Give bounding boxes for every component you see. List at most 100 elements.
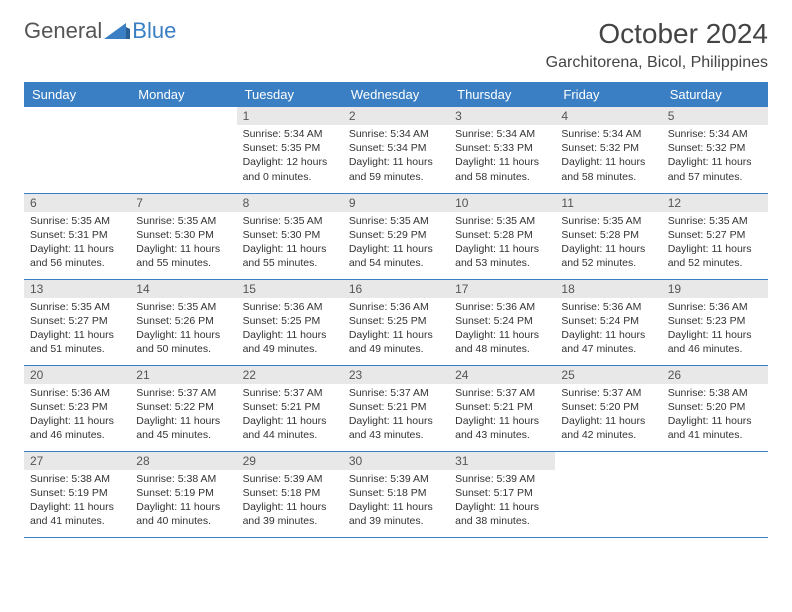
- calendar-cell: 3Sunrise: 5:34 AMSunset: 5:33 PMDaylight…: [449, 107, 555, 193]
- day-number: 21: [130, 366, 236, 384]
- day-info: Sunrise: 5:36 AMSunset: 5:25 PMDaylight:…: [237, 298, 343, 361]
- day-number: 5: [662, 107, 768, 125]
- calendar-cell: 1Sunrise: 5:34 AMSunset: 5:35 PMDaylight…: [237, 107, 343, 193]
- calendar-cell: 13Sunrise: 5:35 AMSunset: 5:27 PMDayligh…: [24, 279, 130, 365]
- calendar-cell: 30Sunrise: 5:39 AMSunset: 5:18 PMDayligh…: [343, 451, 449, 537]
- day-info: Sunrise: 5:39 AMSunset: 5:18 PMDaylight:…: [343, 470, 449, 533]
- day-info: Sunrise: 5:35 AMSunset: 5:29 PMDaylight:…: [343, 212, 449, 275]
- day-info: Sunrise: 5:37 AMSunset: 5:21 PMDaylight:…: [343, 384, 449, 447]
- calendar-cell: 28Sunrise: 5:38 AMSunset: 5:19 PMDayligh…: [130, 451, 236, 537]
- calendar-row: 27Sunrise: 5:38 AMSunset: 5:19 PMDayligh…: [24, 451, 768, 537]
- day-number: 2: [343, 107, 449, 125]
- day-info: Sunrise: 5:37 AMSunset: 5:22 PMDaylight:…: [130, 384, 236, 447]
- day-number: 27: [24, 452, 130, 470]
- day-info: Sunrise: 5:35 AMSunset: 5:31 PMDaylight:…: [24, 212, 130, 275]
- calendar-cell: 17Sunrise: 5:36 AMSunset: 5:24 PMDayligh…: [449, 279, 555, 365]
- day-info: Sunrise: 5:39 AMSunset: 5:17 PMDaylight:…: [449, 470, 555, 533]
- logo: General Blue: [24, 18, 176, 44]
- day-info: Sunrise: 5:34 AMSunset: 5:33 PMDaylight:…: [449, 125, 555, 188]
- calendar-cell: 21Sunrise: 5:37 AMSunset: 5:22 PMDayligh…: [130, 365, 236, 451]
- calendar-row: 6Sunrise: 5:35 AMSunset: 5:31 PMDaylight…: [24, 193, 768, 279]
- calendar-cell: 8Sunrise: 5:35 AMSunset: 5:30 PMDaylight…: [237, 193, 343, 279]
- day-number: 4: [555, 107, 661, 125]
- calendar-cell: 23Sunrise: 5:37 AMSunset: 5:21 PMDayligh…: [343, 365, 449, 451]
- calendar-cell: 10Sunrise: 5:35 AMSunset: 5:28 PMDayligh…: [449, 193, 555, 279]
- day-number: 11: [555, 194, 661, 212]
- day-number: 12: [662, 194, 768, 212]
- calendar-cell: 16Sunrise: 5:36 AMSunset: 5:25 PMDayligh…: [343, 279, 449, 365]
- day-number: 6: [24, 194, 130, 212]
- day-info: Sunrise: 5:37 AMSunset: 5:21 PMDaylight:…: [449, 384, 555, 447]
- day-number: 10: [449, 194, 555, 212]
- calendar-cell: 11Sunrise: 5:35 AMSunset: 5:28 PMDayligh…: [555, 193, 661, 279]
- day-number: 1: [237, 107, 343, 125]
- calendar-cell: 4Sunrise: 5:34 AMSunset: 5:32 PMDaylight…: [555, 107, 661, 193]
- day-number: 28: [130, 452, 236, 470]
- day-info: Sunrise: 5:34 AMSunset: 5:35 PMDaylight:…: [237, 125, 343, 188]
- day-number: 3: [449, 107, 555, 125]
- calendar-body: 1Sunrise: 5:34 AMSunset: 5:35 PMDaylight…: [24, 107, 768, 537]
- day-number: 30: [343, 452, 449, 470]
- calendar-cell: 25Sunrise: 5:37 AMSunset: 5:20 PMDayligh…: [555, 365, 661, 451]
- calendar-cell: 31Sunrise: 5:39 AMSunset: 5:17 PMDayligh…: [449, 451, 555, 537]
- day-info: Sunrise: 5:37 AMSunset: 5:20 PMDaylight:…: [555, 384, 661, 447]
- day-header: Friday: [555, 82, 661, 107]
- calendar-cell: 2Sunrise: 5:34 AMSunset: 5:34 PMDaylight…: [343, 107, 449, 193]
- day-number: 16: [343, 280, 449, 298]
- calendar-row: 1Sunrise: 5:34 AMSunset: 5:35 PMDaylight…: [24, 107, 768, 193]
- day-number: 15: [237, 280, 343, 298]
- day-info: Sunrise: 5:35 AMSunset: 5:27 PMDaylight:…: [662, 212, 768, 275]
- day-info: Sunrise: 5:38 AMSunset: 5:19 PMDaylight:…: [130, 470, 236, 533]
- day-number: 26: [662, 366, 768, 384]
- day-info: Sunrise: 5:35 AMSunset: 5:28 PMDaylight:…: [555, 212, 661, 275]
- calendar-row: 13Sunrise: 5:35 AMSunset: 5:27 PMDayligh…: [24, 279, 768, 365]
- calendar-cell: 22Sunrise: 5:37 AMSunset: 5:21 PMDayligh…: [237, 365, 343, 451]
- day-info: Sunrise: 5:34 AMSunset: 5:32 PMDaylight:…: [555, 125, 661, 188]
- day-info: Sunrise: 5:35 AMSunset: 5:28 PMDaylight:…: [449, 212, 555, 275]
- calendar-cell: [555, 451, 661, 537]
- calendar-cell: 26Sunrise: 5:38 AMSunset: 5:20 PMDayligh…: [662, 365, 768, 451]
- day-header: Wednesday: [343, 82, 449, 107]
- calendar-cell: 27Sunrise: 5:38 AMSunset: 5:19 PMDayligh…: [24, 451, 130, 537]
- logo-triangle-icon: [104, 21, 130, 41]
- logo-text-blue: Blue: [132, 18, 176, 44]
- calendar-cell: 15Sunrise: 5:36 AMSunset: 5:25 PMDayligh…: [237, 279, 343, 365]
- day-header: Thursday: [449, 82, 555, 107]
- day-info: Sunrise: 5:36 AMSunset: 5:23 PMDaylight:…: [662, 298, 768, 361]
- day-number: 14: [130, 280, 236, 298]
- day-info: Sunrise: 5:38 AMSunset: 5:20 PMDaylight:…: [662, 384, 768, 447]
- month-title: October 2024: [546, 18, 768, 50]
- day-info: Sunrise: 5:34 AMSunset: 5:32 PMDaylight:…: [662, 125, 768, 188]
- day-header: Monday: [130, 82, 236, 107]
- calendar-cell: [130, 107, 236, 193]
- day-info: Sunrise: 5:37 AMSunset: 5:21 PMDaylight:…: [237, 384, 343, 447]
- calendar-row: 20Sunrise: 5:36 AMSunset: 5:23 PMDayligh…: [24, 365, 768, 451]
- title-block: October 2024 Garchitorena, Bicol, Philip…: [546, 18, 768, 72]
- day-info: Sunrise: 5:35 AMSunset: 5:26 PMDaylight:…: [130, 298, 236, 361]
- day-header: Saturday: [662, 82, 768, 107]
- day-number: 17: [449, 280, 555, 298]
- day-info: Sunrise: 5:34 AMSunset: 5:34 PMDaylight:…: [343, 125, 449, 188]
- day-number: 13: [24, 280, 130, 298]
- location: Garchitorena, Bicol, Philippines: [546, 54, 768, 72]
- calendar-table: SundayMondayTuesdayWednesdayThursdayFrid…: [24, 82, 768, 538]
- day-info: Sunrise: 5:39 AMSunset: 5:18 PMDaylight:…: [237, 470, 343, 533]
- calendar-cell: 12Sunrise: 5:35 AMSunset: 5:27 PMDayligh…: [662, 193, 768, 279]
- calendar-cell: 9Sunrise: 5:35 AMSunset: 5:29 PMDaylight…: [343, 193, 449, 279]
- day-number: 8: [237, 194, 343, 212]
- logo-text-general: General: [24, 18, 102, 44]
- day-number: 29: [237, 452, 343, 470]
- calendar-cell: 6Sunrise: 5:35 AMSunset: 5:31 PMDaylight…: [24, 193, 130, 279]
- day-info: Sunrise: 5:38 AMSunset: 5:19 PMDaylight:…: [24, 470, 130, 533]
- calendar-cell: 19Sunrise: 5:36 AMSunset: 5:23 PMDayligh…: [662, 279, 768, 365]
- day-info: Sunrise: 5:35 AMSunset: 5:27 PMDaylight:…: [24, 298, 130, 361]
- calendar-cell: 7Sunrise: 5:35 AMSunset: 5:30 PMDaylight…: [130, 193, 236, 279]
- calendar-cell: [662, 451, 768, 537]
- day-number: 20: [24, 366, 130, 384]
- day-number: 24: [449, 366, 555, 384]
- calendar-head: SundayMondayTuesdayWednesdayThursdayFrid…: [24, 82, 768, 107]
- day-info: Sunrise: 5:36 AMSunset: 5:24 PMDaylight:…: [449, 298, 555, 361]
- day-number: 31: [449, 452, 555, 470]
- day-info: Sunrise: 5:36 AMSunset: 5:23 PMDaylight:…: [24, 384, 130, 447]
- day-info: Sunrise: 5:36 AMSunset: 5:25 PMDaylight:…: [343, 298, 449, 361]
